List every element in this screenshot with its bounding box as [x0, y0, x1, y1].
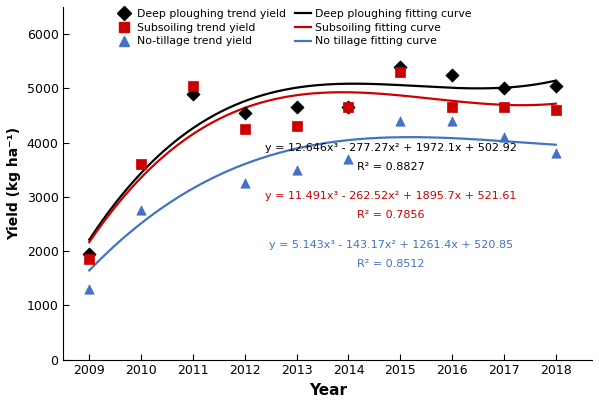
Point — [344, 104, 353, 111]
Point — [447, 117, 457, 124]
Point — [551, 150, 561, 157]
Point — [137, 207, 146, 214]
Point — [395, 117, 405, 124]
Point — [344, 104, 353, 111]
Point — [551, 82, 561, 89]
Point — [292, 104, 301, 111]
Point — [292, 166, 301, 173]
Point — [240, 109, 250, 116]
Text: y = 11.491x³ - 262.52x² + 1895.7x + 521.61: y = 11.491x³ - 262.52x² + 1895.7x + 521.… — [265, 191, 517, 200]
Point — [188, 82, 198, 89]
Point — [292, 123, 301, 130]
Legend: Deep ploughing trend yield, Subsoiling trend yield, No-tillage trend yield, Deep: Deep ploughing trend yield, Subsoiling t… — [116, 9, 471, 47]
X-axis label: Year: Year — [308, 383, 347, 398]
Point — [84, 256, 94, 262]
Point — [137, 161, 146, 168]
Point — [395, 69, 405, 75]
Y-axis label: Yield (kg ha⁻¹): Yield (kg ha⁻¹) — [7, 127, 21, 240]
Point — [240, 126, 250, 132]
Point — [344, 156, 353, 162]
Point — [84, 286, 94, 292]
Point — [84, 251, 94, 257]
Point — [447, 104, 457, 111]
Point — [240, 180, 250, 187]
Point — [499, 104, 509, 111]
Point — [395, 64, 405, 70]
Text: R² = 0.8512: R² = 0.8512 — [358, 260, 425, 269]
Text: y = 12.646x³ - 277.27x² + 1972.1x + 502.92: y = 12.646x³ - 277.27x² + 1972.1x + 502.… — [265, 143, 517, 153]
Point — [447, 72, 457, 78]
Point — [551, 107, 561, 113]
Text: R² = 0.8827: R² = 0.8827 — [357, 162, 425, 173]
Point — [188, 91, 198, 97]
Text: y = 5.143x³ - 143.17x² + 1261.4x + 520.85: y = 5.143x³ - 143.17x² + 1261.4x + 520.8… — [269, 240, 513, 250]
Point — [499, 85, 509, 92]
Point — [499, 134, 509, 141]
Text: R² = 0.7856: R² = 0.7856 — [358, 210, 425, 220]
